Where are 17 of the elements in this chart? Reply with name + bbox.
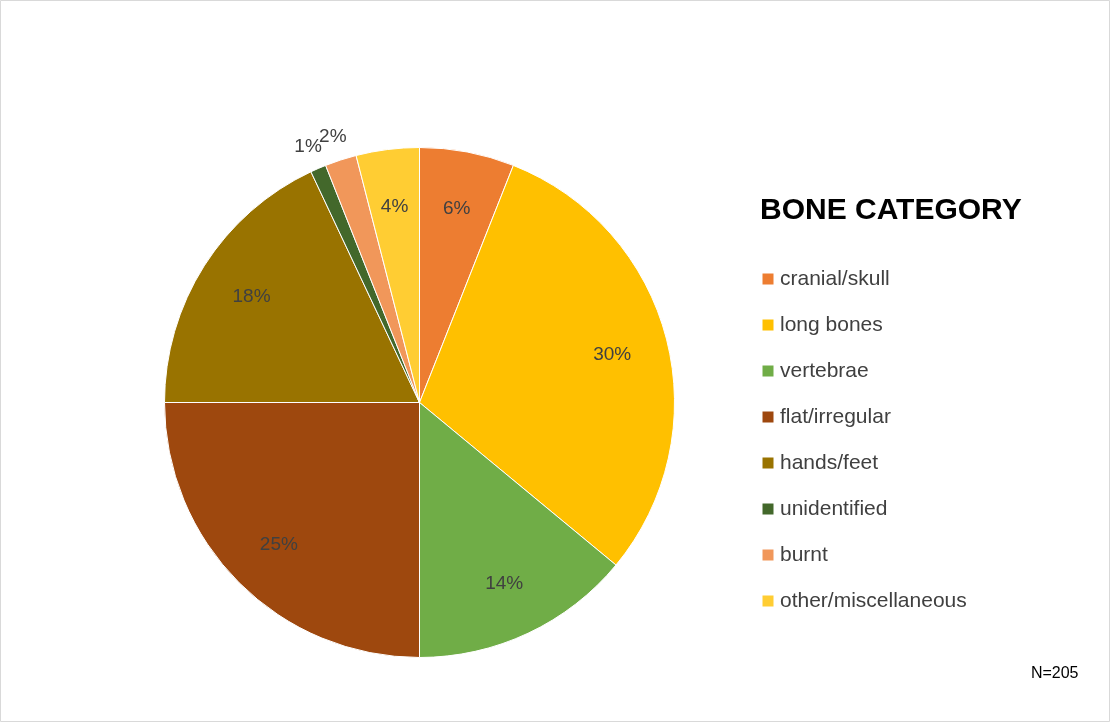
data-label: 1% [294, 134, 322, 156]
legend-label: vertebrae [780, 358, 869, 382]
legend-label: flat/irregular [780, 404, 891, 428]
legend-label: hands/feet [780, 450, 879, 474]
legend-label: unidentified [780, 496, 888, 520]
data-label: 4% [380, 194, 409, 216]
data-label: 14% [485, 571, 524, 593]
legend-label: cranial/skull [780, 266, 890, 290]
data-label: 25% [259, 532, 298, 554]
text: N=205 [1030, 663, 1079, 681]
data-label: 18% [232, 285, 271, 307]
data-label: 30% [593, 342, 632, 364]
legend-label: burnt [780, 542, 828, 566]
legend-label: other/miscellaneous [780, 588, 967, 612]
legend-title: BONE CATEGORY [760, 192, 1022, 226]
data-label: 6% [443, 196, 471, 218]
legend-label: long bones [780, 312, 883, 336]
